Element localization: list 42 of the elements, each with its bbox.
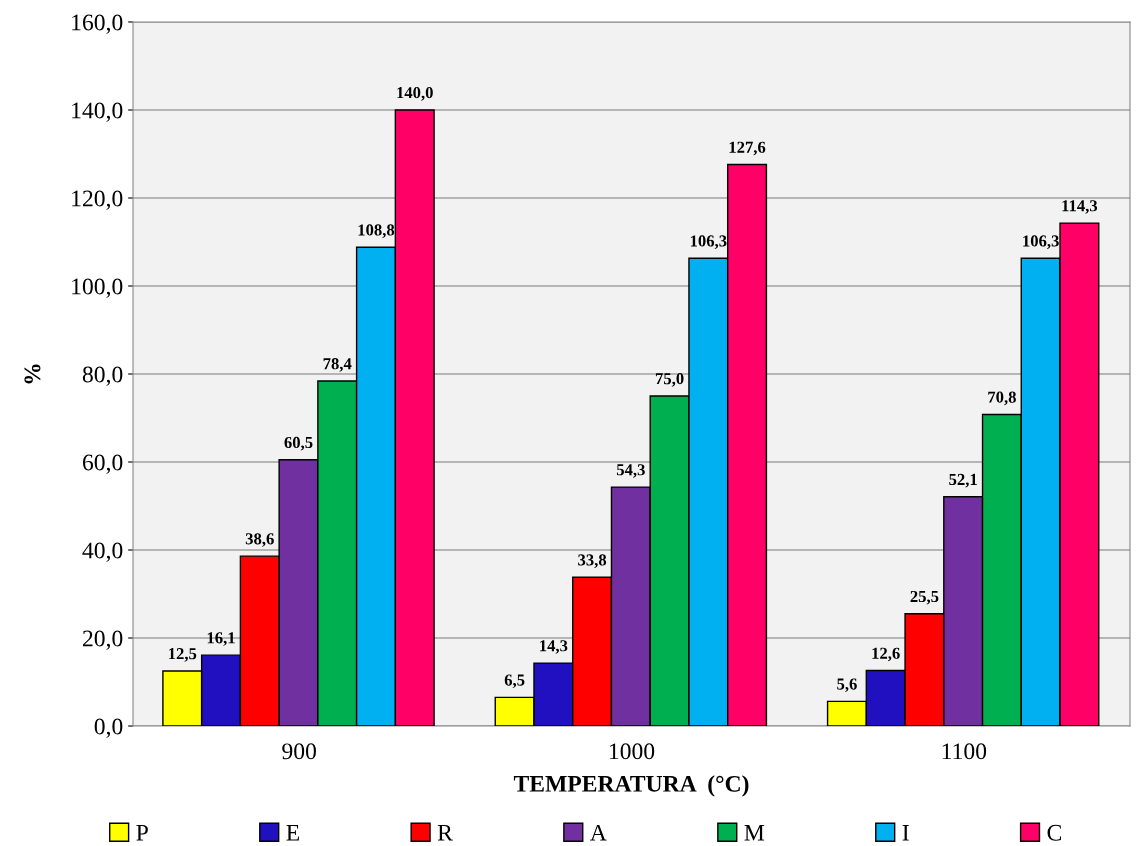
y-tick-label: 100,0 <box>72 278 123 298</box>
data-label: 70,8 <box>988 391 1016 406</box>
data-label: 12,6 <box>872 647 900 662</box>
legend-label: P <box>136 825 148 841</box>
y-tick-label: 0,0 <box>94 718 123 738</box>
data-label: 108,8 <box>358 224 395 238</box>
legend-label: A <box>590 824 607 841</box>
data-label: 127,6 <box>729 141 766 156</box>
y-tick-label: 60,0 <box>82 454 123 474</box>
data-label: 106,3 <box>690 235 727 249</box>
y-tick-label: 120,0 <box>72 190 123 210</box>
x-tick-label: 1000 <box>609 743 655 760</box>
data-label: 114,3 <box>1062 200 1098 214</box>
data-label: 60,5 <box>284 436 313 451</box>
x-tick-label: 1100 <box>942 743 987 760</box>
legend-label: M <box>744 825 765 841</box>
legend-label: C <box>1047 824 1062 841</box>
data-label: 75,0 <box>655 373 684 387</box>
legend-label: R <box>437 825 453 841</box>
x-tick-label: 900 <box>282 743 316 760</box>
data-label: 25,5 <box>910 590 939 605</box>
data-label: 33,8 <box>578 554 607 568</box>
data-label: 6,5 <box>504 674 525 689</box>
data-label: 54,3 <box>616 464 645 478</box>
data-label: 12,5 <box>169 648 197 662</box>
legend-label: E <box>286 825 300 841</box>
y-tick-label: 140,0 <box>72 102 123 122</box>
data-label: 78,4 <box>323 358 352 372</box>
data-label: 38,6 <box>245 533 274 547</box>
legend-label: I <box>902 825 909 841</box>
y-tick-label: 160,0 <box>72 14 123 34</box>
data-label: 16,1 <box>207 632 235 646</box>
data-label: 106,3 <box>1023 235 1059 249</box>
data-label: 140,0 <box>397 87 433 101</box>
y-tick-label: 80,0 <box>82 366 123 386</box>
data-label: 14,3 <box>540 640 568 654</box>
x-axis-title: TEMPERATURA (°C) <box>513 775 749 797</box>
data-label: 5,6 <box>837 678 857 693</box>
y-axis-title: % <box>24 364 41 384</box>
y-tick-label: 40,0 <box>82 542 123 562</box>
y-tick-label: 20,0 <box>83 630 123 650</box>
data-label: 52,1 <box>949 473 977 488</box>
